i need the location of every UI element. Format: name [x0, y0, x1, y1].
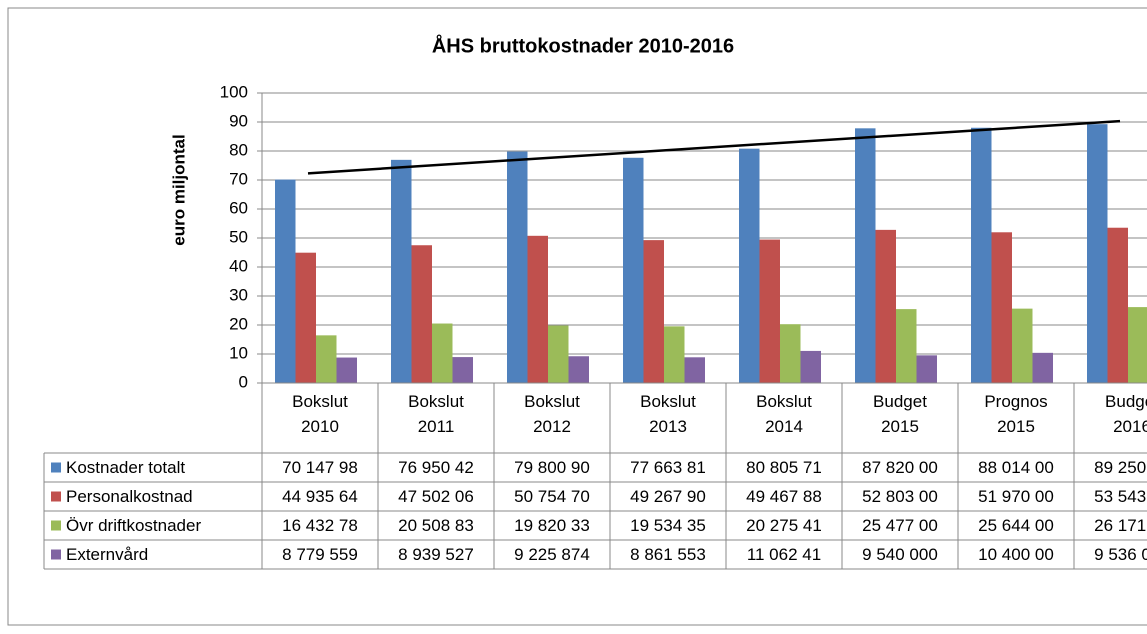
legend-swatch	[51, 549, 61, 560]
table-value: 51 970 00	[978, 487, 1054, 506]
bar	[875, 229, 896, 383]
table-value: 52 803 00	[862, 487, 938, 506]
table-value: 8 779 559	[282, 545, 358, 564]
table-value: 8 939 527	[398, 545, 474, 564]
y-tick-label: 50	[229, 227, 248, 246]
bar	[739, 148, 760, 383]
bar	[916, 355, 937, 383]
bar	[548, 325, 569, 383]
table-value: 10 400 00	[978, 545, 1054, 564]
chart-frame	[7, 7, 1147, 626]
bar	[527, 235, 548, 383]
bar	[295, 252, 316, 383]
table-value: 87 820 00	[862, 458, 938, 477]
y-axis-label: euro miljontal	[169, 134, 188, 245]
y-tick-label: 60	[229, 198, 248, 217]
legend-label: Kostnader totalt	[66, 458, 185, 477]
table-value: 49 467 88	[746, 487, 822, 506]
y-tick-label: 40	[229, 256, 248, 275]
chart-title: ÅHS bruttokostnader 2010-2016	[432, 33, 734, 57]
legend-swatch	[51, 520, 61, 531]
bar	[1087, 124, 1108, 384]
legend-label: Personalkostnad	[66, 487, 193, 506]
bar	[855, 128, 876, 383]
y-tick-label: 80	[229, 140, 248, 159]
bar	[507, 151, 528, 383]
bar	[432, 323, 453, 383]
x-tick-label: Bokslut 2014	[756, 392, 812, 436]
table-value: 25 477 00	[862, 516, 938, 535]
bar	[1012, 308, 1033, 383]
y-tick-label: 10	[229, 343, 248, 362]
table-value: 88 014 00	[978, 458, 1054, 477]
legend-swatch	[51, 462, 61, 473]
legend-label: Externvård	[66, 545, 148, 564]
bar	[1107, 227, 1128, 383]
legend-label: Övr driftkostnader	[66, 516, 201, 535]
x-tick-label: Bokslut 2011	[408, 392, 464, 436]
bar	[316, 335, 337, 383]
table-value: 89 250 00	[1094, 458, 1147, 477]
bar	[1128, 307, 1147, 383]
bar	[452, 357, 473, 383]
bar	[275, 179, 296, 383]
x-tick-label: Bokslut 2013	[640, 392, 696, 436]
bar	[336, 357, 357, 383]
table-value: 19 820 33	[514, 516, 590, 535]
table-value: 77 663 81	[630, 458, 706, 477]
y-tick-label: 90	[229, 111, 248, 130]
legend-swatch	[51, 491, 61, 502]
bar	[759, 239, 780, 383]
table-value: 70 147 98	[282, 458, 358, 477]
table-value: 11 062 41	[747, 545, 821, 564]
y-tick-label: 20	[229, 314, 248, 333]
x-tick-label: Budget 2016	[1105, 392, 1147, 436]
bar	[664, 326, 685, 383]
bar	[568, 356, 589, 383]
x-tick-label: Prognos 2015	[984, 392, 1048, 436]
y-tick-label: 70	[229, 169, 248, 188]
table-value: 9 540 000	[862, 545, 938, 564]
bar	[643, 240, 664, 383]
bar	[800, 350, 821, 383]
bar	[1032, 352, 1053, 383]
bar	[971, 127, 992, 383]
table-value: 20 275 41	[746, 516, 822, 535]
y-tick-label: 0	[239, 372, 248, 391]
x-tick-label: Bokslut 2010	[292, 392, 348, 436]
bar	[684, 357, 705, 383]
x-tick-label: Bokslut 2012	[524, 392, 580, 436]
table-value: 9 536 000	[1094, 545, 1147, 564]
bar	[780, 324, 801, 383]
bar	[991, 232, 1012, 383]
table-value: 79 800 90	[514, 458, 590, 477]
y-tick-label: 30	[229, 285, 248, 304]
bar	[411, 245, 432, 383]
table-value: 80 805 71	[746, 458, 822, 477]
table-value: 47 502 06	[398, 487, 474, 506]
bar	[623, 157, 644, 383]
y-tick-label: 100	[220, 82, 248, 101]
table-value: 16 432 78	[282, 516, 358, 535]
bar	[896, 309, 917, 383]
table-value: 50 754 70	[514, 487, 590, 506]
table-value: 19 534 35	[630, 516, 706, 535]
table-value: 44 935 64	[282, 487, 358, 506]
table-value: 20 508 83	[398, 516, 474, 535]
table-value: 25 644 00	[978, 516, 1054, 535]
table-value: 49 267 90	[630, 487, 706, 506]
table-value: 8 861 553	[630, 545, 706, 564]
table-value: 26 171 00	[1094, 516, 1147, 535]
trendline	[307, 119, 1121, 175]
table-value: 53 543 00	[1094, 487, 1147, 506]
bar	[391, 159, 412, 383]
table-value: 9 225 874	[514, 545, 590, 564]
table-value: 76 950 42	[398, 458, 474, 477]
x-tick-label: Budget 2015	[873, 392, 927, 436]
